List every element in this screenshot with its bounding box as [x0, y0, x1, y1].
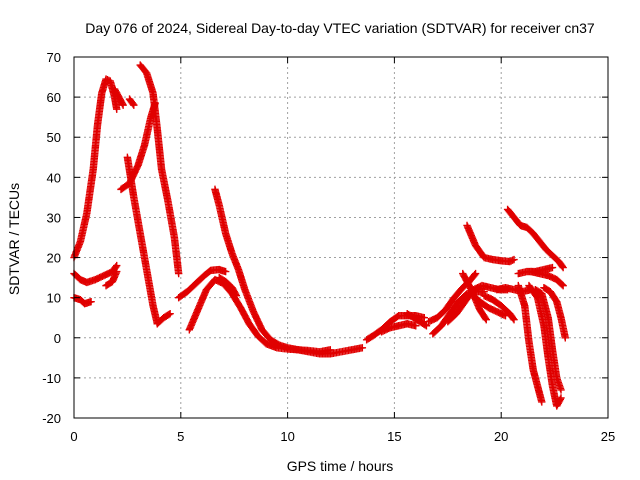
y-tick-label: 60 [47, 90, 61, 105]
x-tick-label: 15 [387, 429, 401, 444]
series-arc-9 [153, 310, 174, 328]
series-arc-1 [70, 75, 121, 262]
series-arc-11 [174, 265, 230, 302]
data-point [422, 322, 431, 330]
data-point [470, 271, 479, 279]
series-arc-2 [70, 261, 121, 287]
y-tick-label: -20 [42, 411, 61, 426]
axis-ticks: 0 5 10 15 20 25 -20 -10 0 10 20 30 40 50 60 70 [42, 50, 615, 444]
data-point [174, 269, 183, 278]
data-point [532, 292, 541, 301]
grid-lines [74, 57, 608, 418]
data-point [87, 297, 95, 306]
series-arc-31 [531, 285, 565, 394]
data-point [558, 262, 566, 271]
series-arc-5 [110, 85, 127, 109]
data-point [130, 101, 138, 109]
series-arc-24 [480, 291, 518, 324]
series-arc-25 [503, 205, 567, 272]
x-tick-label: 10 [280, 429, 294, 444]
series-arc-17 [403, 310, 431, 330]
data-point [510, 255, 518, 264]
y-tick-label: -10 [42, 371, 61, 386]
data-point [548, 263, 557, 272]
data-points [70, 61, 569, 410]
chart-title: Day 076 of 2024, Sidereal Day-to-day VTE… [85, 20, 595, 36]
data-point [482, 316, 490, 324]
series-arc-13 [211, 185, 335, 356]
data-point [471, 269, 480, 278]
data-point [420, 314, 429, 322]
data-point [129, 100, 137, 108]
data-point [326, 346, 335, 354]
x-tick-label: 25 [601, 429, 615, 444]
data-point [559, 281, 567, 290]
series-arc-30 [525, 281, 565, 410]
data-point [481, 314, 490, 323]
data-point [113, 105, 121, 113]
series-arc-6 [125, 95, 138, 109]
y-tick-label: 50 [47, 130, 61, 145]
data-point [557, 386, 565, 394]
series-arc-3 [70, 293, 95, 308]
data-point [501, 312, 510, 320]
data-point [558, 280, 566, 289]
data-point [421, 321, 429, 329]
data-point [165, 310, 173, 319]
x-tick-label: 5 [177, 429, 184, 444]
plot-frame [73, 56, 609, 419]
series-arc-14 [215, 273, 241, 300]
y-tick-label: 70 [47, 50, 61, 65]
series-arc-10 [136, 61, 183, 278]
series-arc-22 [463, 221, 518, 266]
x-axis-label: GPS time / hours [287, 458, 394, 474]
data-point [166, 310, 174, 318]
data-point [358, 344, 367, 352]
data-point [113, 261, 121, 270]
series-arc-28 [527, 267, 567, 290]
data-point [559, 263, 567, 272]
y-tick-label: 40 [47, 170, 61, 185]
data-point [412, 322, 420, 330]
series-arc-23 [467, 289, 510, 320]
data-point [510, 316, 518, 324]
y-tick-label: 30 [47, 210, 61, 225]
data-point [232, 291, 241, 300]
series-arc-16 [377, 320, 420, 336]
series-arc-8 [123, 153, 162, 328]
data-point [509, 314, 517, 323]
series-arc-29 [514, 281, 546, 406]
series-arc-4 [102, 267, 121, 290]
y-tick-label: 10 [47, 291, 61, 306]
data-point [557, 394, 565, 402]
x-tick-label: 0 [70, 429, 77, 444]
data-point [221, 267, 230, 276]
data-point [119, 101, 127, 109]
data-point [112, 263, 120, 271]
data-point [113, 267, 121, 276]
y-tick-label: 0 [54, 331, 61, 346]
x-tick-label: 20 [494, 429, 508, 444]
data-point [561, 334, 569, 342]
y-axis-label: SDTVAR / TECUs [6, 183, 22, 295]
series-arc-32 [540, 283, 569, 342]
data-point [552, 296, 560, 305]
data-point [538, 398, 546, 406]
y-tick-label: 20 [47, 251, 61, 266]
